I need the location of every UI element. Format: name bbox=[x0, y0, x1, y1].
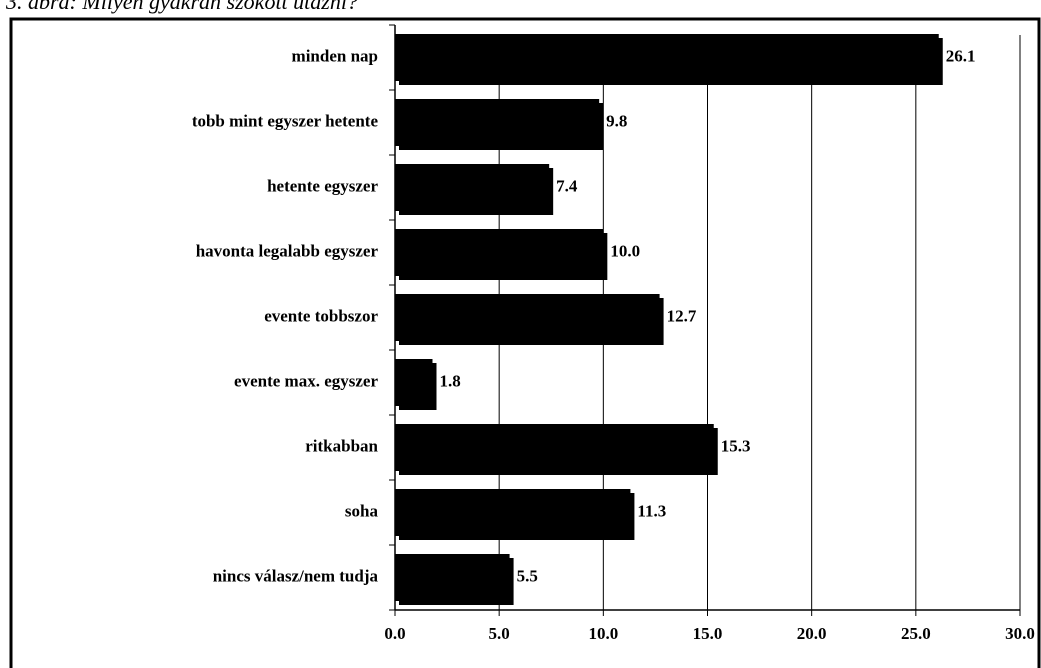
bar bbox=[395, 554, 510, 601]
y-tick-label: tobb mint egyszer hetente bbox=[192, 111, 379, 130]
y-tick-label: minden nap bbox=[292, 46, 378, 65]
x-tick-label: 25.0 bbox=[901, 624, 931, 643]
bar bbox=[395, 359, 433, 406]
y-tick-label: nincs válasz/nem tudja bbox=[213, 566, 379, 585]
x-tick-label: 5.0 bbox=[489, 624, 510, 643]
x-tick-label: 20.0 bbox=[797, 624, 827, 643]
y-tick-label: hetente egyszer bbox=[267, 176, 378, 195]
value-label: 12.7 bbox=[667, 306, 697, 325]
y-tick-label: havonta legalabb egyszer bbox=[196, 241, 379, 260]
bar bbox=[395, 34, 939, 81]
value-label: 10.0 bbox=[610, 241, 640, 260]
bar bbox=[395, 99, 600, 146]
value-label: 26.1 bbox=[946, 46, 976, 65]
value-label: 11.3 bbox=[637, 501, 666, 520]
value-label: 9.8 bbox=[606, 111, 627, 130]
bar bbox=[395, 229, 604, 276]
x-tick-label: 15.0 bbox=[693, 624, 723, 643]
y-tick-label: evente max. egyszer bbox=[234, 371, 378, 390]
value-label: 1.8 bbox=[440, 371, 461, 390]
x-tick-label: 0.0 bbox=[384, 624, 405, 643]
bar bbox=[395, 164, 550, 211]
bar bbox=[395, 489, 631, 536]
y-tick-label: evente tobbszor bbox=[264, 306, 378, 325]
x-tick-label: 10.0 bbox=[588, 624, 618, 643]
bar bbox=[395, 294, 660, 341]
value-label: 5.5 bbox=[517, 566, 538, 585]
value-label: 15.3 bbox=[721, 436, 751, 455]
bar bbox=[395, 424, 714, 471]
y-tick-label: ritkabban bbox=[305, 436, 378, 455]
y-tick-label: soha bbox=[345, 501, 379, 520]
chart-title: 3. ábra: Milyen gyakran szokott utazni? bbox=[5, 0, 358, 14]
x-tick-label: 30.0 bbox=[1005, 624, 1035, 643]
value-label: 7.4 bbox=[556, 176, 578, 195]
